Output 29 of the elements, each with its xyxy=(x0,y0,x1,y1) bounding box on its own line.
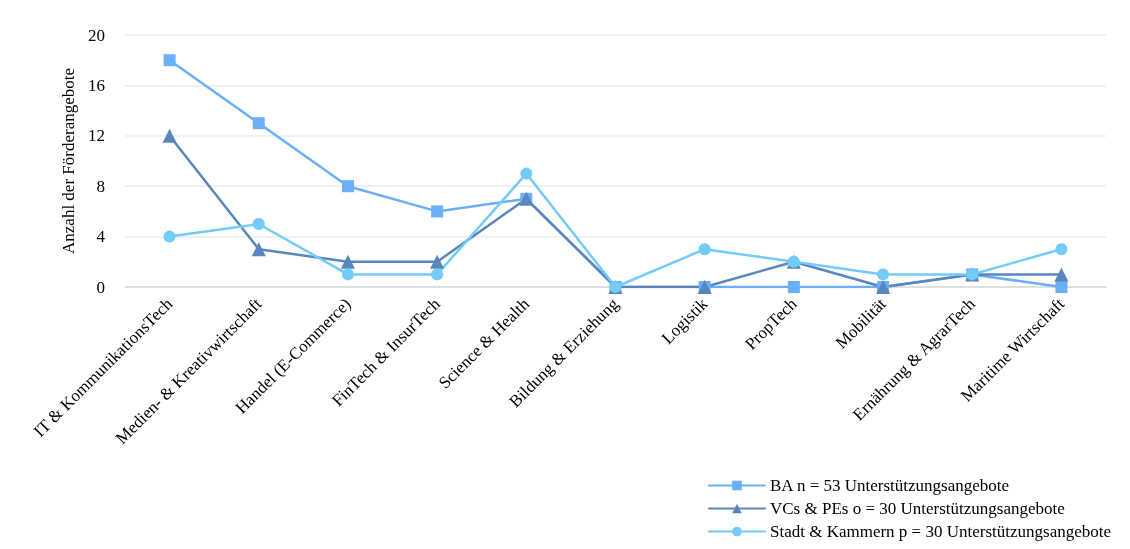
point xyxy=(252,218,265,230)
point xyxy=(251,242,266,257)
point xyxy=(1054,267,1069,282)
legend-label: BA n = 53 Unterstützungsangebote xyxy=(769,476,1010,495)
y-tick-label: 20 xyxy=(88,25,105,45)
y-tick-label: 0 xyxy=(96,277,105,297)
point xyxy=(163,230,176,243)
y-tick-label: 12 xyxy=(88,126,105,146)
point xyxy=(1055,243,1068,256)
point xyxy=(340,254,355,269)
y-tick-label: 16 xyxy=(88,75,105,95)
point xyxy=(698,243,711,256)
point xyxy=(431,268,444,281)
point xyxy=(431,205,444,218)
point xyxy=(1055,281,1068,293)
point xyxy=(520,167,533,180)
point xyxy=(252,117,265,130)
legend-label: Stadt & Kammern p = 30 Unterstützungsangebote xyxy=(769,522,1112,541)
point xyxy=(163,54,176,67)
y-tick-label: 8 xyxy=(96,176,105,196)
point xyxy=(877,268,890,281)
legend-label: VCs & PEs o = 30 Unterstützungsangebote xyxy=(769,499,1065,518)
point xyxy=(787,281,800,293)
point xyxy=(341,180,354,193)
y-axis-title: Anzahl der Förderangebote xyxy=(59,68,79,254)
point xyxy=(341,268,354,281)
y-tick-label: 4 xyxy=(96,227,106,247)
point xyxy=(162,128,177,143)
point xyxy=(430,254,445,269)
